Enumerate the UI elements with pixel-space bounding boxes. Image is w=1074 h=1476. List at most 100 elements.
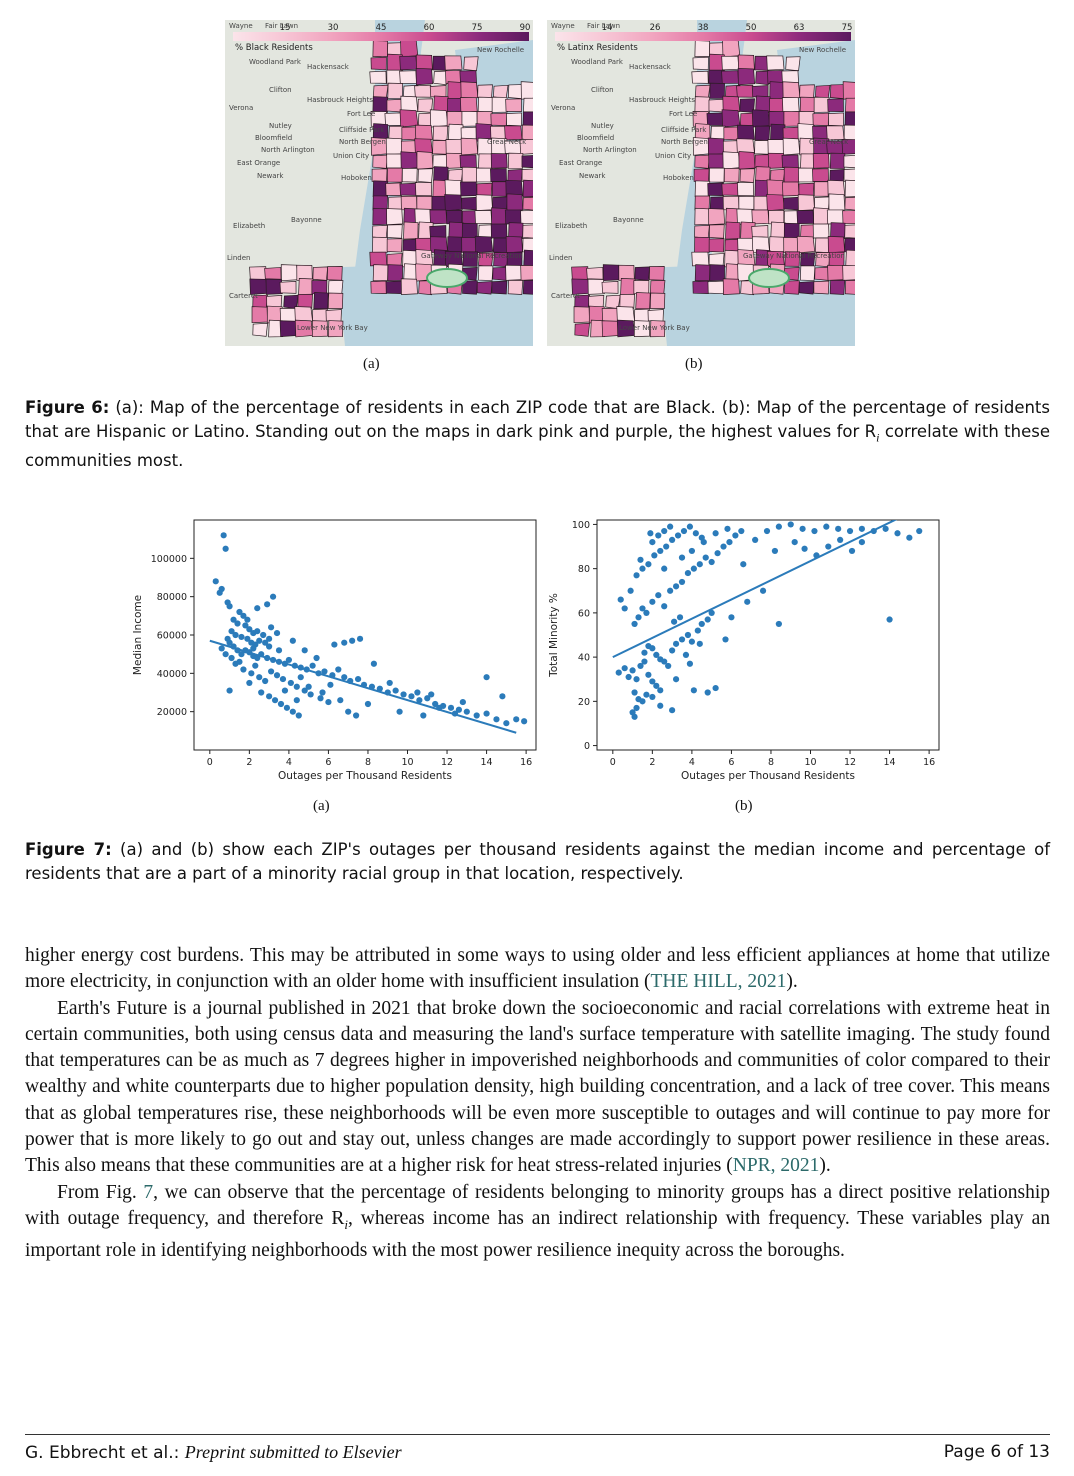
colorbar-gradient xyxy=(233,32,529,41)
place-label: Elizabeth xyxy=(233,222,265,230)
zip-polygon xyxy=(385,280,402,295)
place-label: New Rochelle xyxy=(477,46,524,54)
zip-polygon xyxy=(827,98,844,112)
colorbar-tick: 50 xyxy=(746,23,757,33)
zip-polygon xyxy=(707,182,724,196)
zip-polygon xyxy=(721,182,739,196)
data-point xyxy=(254,605,261,612)
body-text: higher energy cost burdens. This may be … xyxy=(25,943,1050,1264)
zip-polygon xyxy=(649,266,665,281)
zip-polygon xyxy=(586,267,604,280)
zip-polygon xyxy=(459,154,477,168)
zip-polygon xyxy=(633,320,650,338)
zip-polygon xyxy=(723,126,740,141)
data-point xyxy=(643,609,650,616)
data-point xyxy=(667,523,674,530)
zip-polygon xyxy=(265,278,283,295)
data-point xyxy=(801,545,808,552)
x-axis-label: Outages per Thousand Residents xyxy=(278,770,452,782)
data-point xyxy=(653,682,660,689)
place-label: North Arlington xyxy=(583,146,637,154)
zip-polygon xyxy=(812,168,829,182)
zip-polygon xyxy=(784,280,800,295)
citation-npr[interactable]: NPR, 2021 xyxy=(732,1155,820,1177)
zip-polygon xyxy=(812,112,829,127)
zip-polygon xyxy=(327,266,343,281)
data-point xyxy=(218,645,225,652)
zip-polygon xyxy=(505,98,522,112)
zip-polygon xyxy=(476,281,493,295)
data-point xyxy=(625,673,632,681)
data-point xyxy=(295,712,302,719)
data-point xyxy=(728,614,735,621)
zip-polygon xyxy=(372,224,388,239)
zip-polygon xyxy=(798,182,815,197)
place-label: Woodland Park xyxy=(249,58,302,66)
zip-polygon xyxy=(478,153,494,169)
zip-polygon xyxy=(829,152,846,169)
place-label: Hoboken xyxy=(663,174,694,182)
data-point xyxy=(696,561,703,568)
zip-polygon xyxy=(845,249,855,268)
zip-polygon xyxy=(491,96,508,113)
zip-polygon xyxy=(477,265,494,281)
paragraph-3-text-b: , we can observe that the percentage of … xyxy=(25,1181,1050,1229)
fig7-sublabel-b: (b) xyxy=(735,798,753,814)
zip-polygon xyxy=(491,181,508,197)
paragraph-3-text-a: From Fig. xyxy=(57,1181,144,1203)
data-point xyxy=(641,649,648,656)
data-point xyxy=(680,527,688,535)
zip-polygon xyxy=(414,124,433,141)
zip-polygon xyxy=(522,111,533,127)
data-point xyxy=(639,605,646,612)
data-point xyxy=(702,554,709,561)
zip-polygon xyxy=(474,209,493,225)
data-point xyxy=(670,618,678,625)
zip-polygon xyxy=(691,251,710,267)
place-label: East Orange xyxy=(559,159,602,167)
data-point xyxy=(615,669,622,676)
zip-polygon xyxy=(722,278,740,296)
colorbar-tick: 15 xyxy=(280,23,291,33)
zip-polygon xyxy=(830,222,846,240)
zip-polygon xyxy=(782,97,800,113)
zip-polygon xyxy=(264,267,282,280)
data-point xyxy=(392,687,399,694)
plot-area xyxy=(612,520,923,720)
place-label: Nutley xyxy=(269,122,292,130)
x-tick-label: 4 xyxy=(689,757,695,768)
zip-polygon xyxy=(842,210,855,224)
colorbar-title: % Black Residents xyxy=(235,43,313,53)
data-point xyxy=(763,527,771,535)
place-label: Bayonne xyxy=(613,216,644,224)
data-point xyxy=(752,536,759,544)
zip-polygon xyxy=(372,264,389,282)
y-tick-label: 20 xyxy=(578,697,590,708)
zip-polygon xyxy=(826,209,845,225)
figure-7-link[interactable]: 7 xyxy=(143,1181,154,1203)
place-label: Lower New York Bay xyxy=(619,324,690,332)
zip-polygon xyxy=(737,67,756,86)
trend-line xyxy=(209,639,517,734)
figure6-caption-text: (a): Map of the percentage of residents … xyxy=(25,398,1050,441)
data-point xyxy=(823,523,830,530)
x-tick-label: 12 xyxy=(441,757,453,768)
place-label: Lower New York Bay xyxy=(297,324,368,332)
zip-polygon xyxy=(399,109,419,128)
citation-the-hill[interactable]: THE HILL, 2021 xyxy=(650,971,787,993)
data-point xyxy=(906,534,913,541)
y-tick-label: 80000 xyxy=(157,592,187,603)
data-point xyxy=(345,708,352,715)
zip-polygon xyxy=(387,82,403,99)
zip-polygon xyxy=(446,209,463,225)
zip-polygon xyxy=(829,279,846,295)
x-tick-label: 6 xyxy=(325,757,331,768)
data-point xyxy=(704,689,711,696)
zip-polygon xyxy=(461,111,478,127)
zip-polygon xyxy=(844,179,855,198)
data-point xyxy=(657,547,664,555)
zip-polygon xyxy=(386,153,403,169)
place-label: Great Neck xyxy=(809,138,849,146)
colorbar-tick: 75 xyxy=(842,23,853,33)
zip-polygon xyxy=(812,153,830,169)
